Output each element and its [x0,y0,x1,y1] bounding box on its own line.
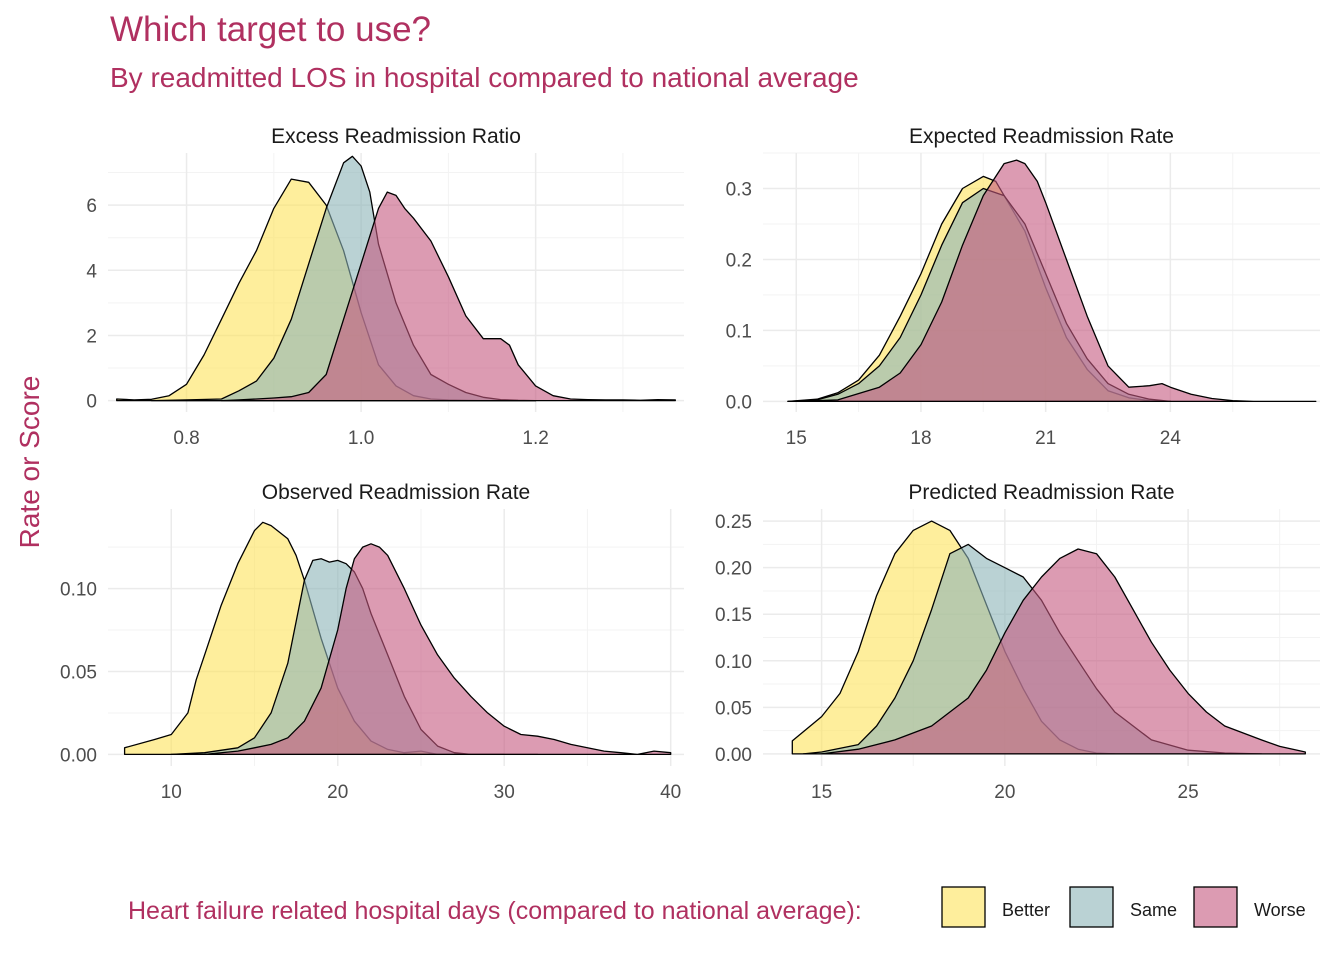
y-tick-label: 0.3 [726,179,752,200]
y-tick-label: 0.00 [715,745,752,766]
chart-subtitle: By readmitted LOS in hospital compared t… [110,62,859,93]
x-tick-label: 15 [786,428,807,449]
x-tick-label: 24 [1160,428,1182,449]
legend-label: Worse [1254,900,1306,920]
legend-key-worse [1193,886,1238,928]
facet-panel: Observed Readmission Rate 10 20 30 40 0.00 0.0… [60,481,684,803]
facet-title: Expected Readmission Rate [909,125,1174,148]
x-tick-label: 40 [660,782,681,803]
y-tick-label: 2 [86,326,97,347]
facet-panel: Excess Readmission Ratio 0.8 1.0 1.2 0 2 4 6 [86,125,684,449]
facet-title: Excess Readmission Ratio [271,125,521,148]
y-tick-label: 0.10 [60,580,97,601]
facet-panel: Expected Readmission Rate 15 18 21 24 0.0 0.1 0… [726,125,1320,449]
x-tick-label: 25 [1178,782,1199,803]
y-tick-label: 4 [86,261,97,282]
x-tick-label: 1.2 [522,428,548,449]
x-tick-label: 10 [161,782,182,803]
legend-key-same [1069,886,1114,928]
y-tick-label: 0.00 [60,745,97,766]
facet-title: Predicted Readmission Rate [908,481,1174,504]
y-tick-label: 0.2 [726,250,752,271]
density-area-worse [795,159,1317,403]
density-area-worse [820,548,1306,755]
chart-title: Which target to use? [110,10,431,49]
y-tick-label: 6 [86,196,97,217]
x-tick-label: 1.0 [348,428,374,449]
x-tick-label: 20 [327,782,348,803]
y-tick-label: 0.25 [715,512,752,533]
y-tick-label: 0.15 [715,605,752,626]
legend-label: Same [1130,900,1177,920]
y-tick-label: 0.10 [715,652,752,673]
density-area-worse [220,191,676,402]
x-tick-label: 15 [811,782,832,803]
y-tick-label: 0.05 [60,662,97,683]
y-tick-label: 0.20 [715,559,752,580]
x-tick-label: 21 [1035,428,1056,449]
legend-key-better [941,886,986,928]
y-tick-label: 0.0 [726,392,752,413]
legend-label: Better [1002,900,1050,920]
y-tick-label: 0.1 [726,321,752,342]
x-tick-label: 30 [494,782,515,803]
x-tick-label: 18 [910,428,931,449]
y-tick-label: 0 [86,392,97,413]
density-area-worse [203,543,672,756]
facet-title: Observed Readmission Rate [262,481,530,504]
y-axis-label: Rate or Score [14,376,45,549]
facet-panel: Predicted Readmission Rate 15 20 25 0.00 0.05… [715,481,1320,803]
x-tick-label: 20 [994,782,1015,803]
y-tick-label: 0.05 [715,698,752,719]
legend: Heart failure related hospital days (com… [128,886,1306,928]
x-tick-label: 0.8 [173,428,199,449]
legend-title: Heart failure related hospital days (com… [128,897,862,925]
